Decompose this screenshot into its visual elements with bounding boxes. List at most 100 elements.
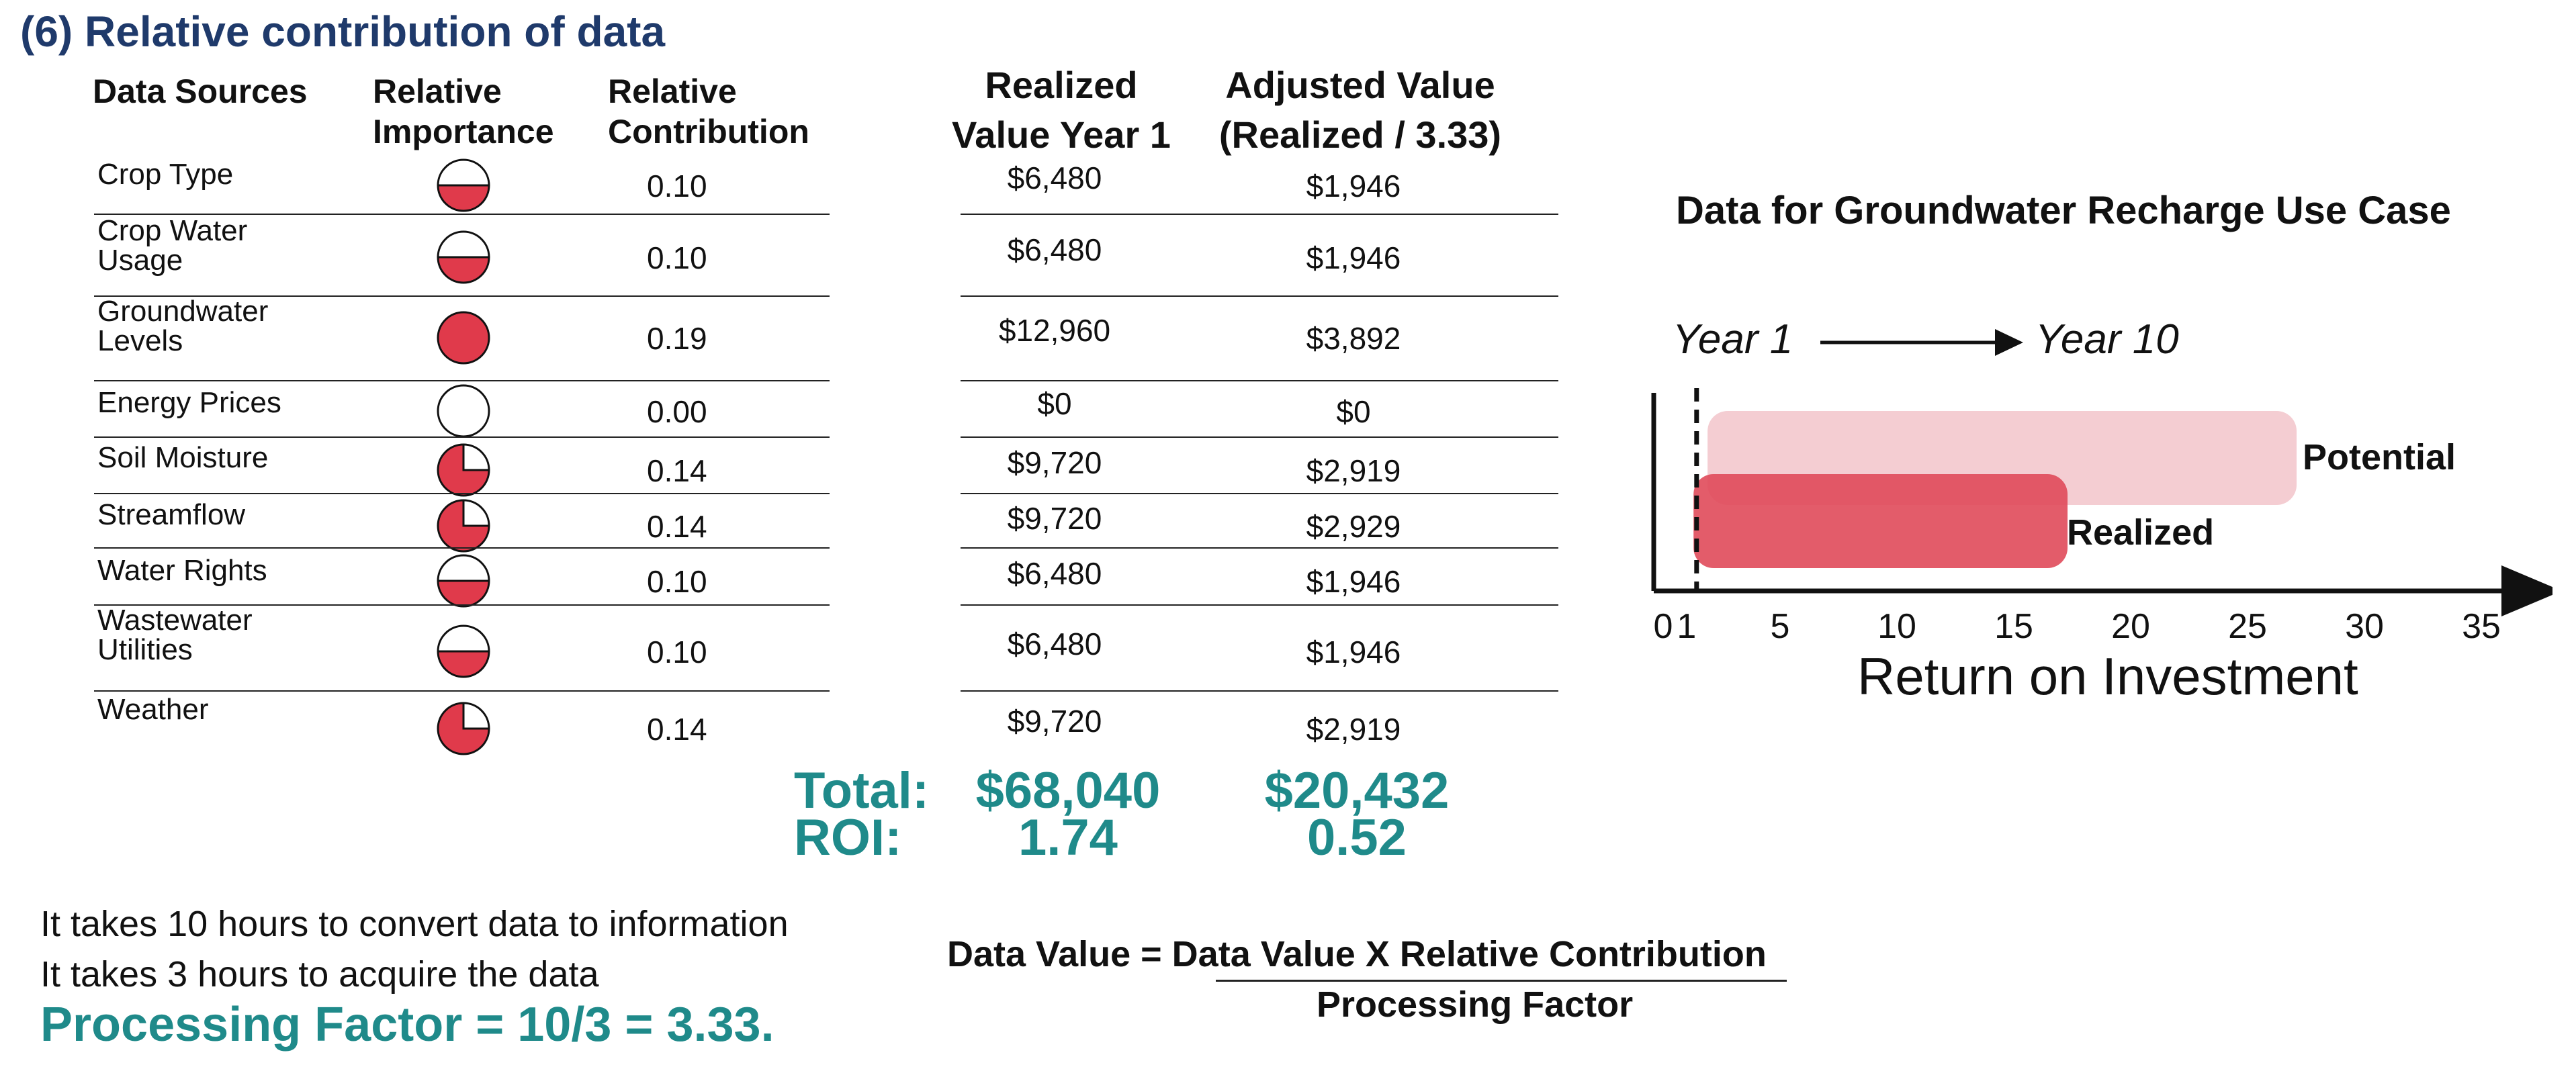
row-contribution: 0.19: [647, 321, 707, 356]
potential-label: Potential: [2303, 437, 2456, 477]
row-divider-left: [94, 493, 830, 494]
importance-pie-icon: [437, 624, 490, 678]
importance-pie-icon: [437, 384, 490, 438]
row-divider-right: [961, 436, 1558, 438]
header-realized-line2: Value Year 1: [952, 113, 1171, 156]
row-source-name: Wastewater Utilities: [97, 606, 253, 665]
x-tick-label: 1: [1677, 607, 1696, 646]
roi-chart: 0 1 5 10 15 20 25 30 35: [1651, 388, 2552, 646]
x-tick-label: 30: [2345, 607, 2384, 646]
header-realized-line1: Realized: [985, 64, 1138, 106]
header-adjusted-line1: Adjusted Value: [1225, 64, 1495, 106]
row-adjusted-value: $1,946: [1306, 635, 1401, 669]
row-source-name: Water Rights: [97, 556, 267, 586]
row-contribution: 0.10: [647, 564, 707, 599]
row-realized-value: $9,720: [1007, 704, 1102, 739]
row-realized-value: $0: [1037, 386, 1072, 421]
header-contribution-line2: Contribution: [608, 113, 809, 150]
row-adjusted-value: $2,919: [1306, 453, 1401, 488]
row-realized-value: $6,480: [1007, 232, 1102, 267]
row-realized-value: $6,480: [1007, 556, 1102, 591]
row-source-name-line: Levels: [97, 324, 183, 357]
row-adjusted-value: $3,892: [1306, 321, 1401, 356]
x-tick-label: 20: [2111, 607, 2150, 646]
row-adjusted-value: $1,946: [1306, 240, 1401, 275]
row-divider-left: [94, 295, 830, 297]
row-divider-left: [94, 547, 830, 549]
row-realized-value: $9,720: [1007, 501, 1102, 536]
row-contribution: 0.00: [647, 394, 707, 429]
row-divider-right: [961, 604, 1558, 606]
row-contribution: 0.14: [647, 509, 707, 544]
x-tick-label: 15: [1994, 607, 2033, 646]
importance-pie-icon: [437, 443, 490, 497]
total-label: Total:: [794, 762, 930, 819]
row-source-name: Soil Moisture: [97, 443, 268, 473]
realized-bar: [1693, 474, 2068, 568]
row-source-name-line: Crop Water: [97, 214, 248, 247]
row-source-name: Weather: [97, 695, 209, 725]
roi-label: ROI:: [794, 809, 902, 866]
row-realized-value: $9,720: [1007, 445, 1102, 480]
row-source-name-line: Utilities: [97, 633, 193, 666]
importance-pie-icon: [437, 554, 490, 608]
formula-fraction-bar: [1216, 980, 1787, 982]
row-contribution: 0.10: [647, 635, 707, 669]
row-divider-left: [94, 690, 830, 692]
row-realized-value: $12,960: [998, 313, 1111, 348]
year-arrow-icon: [1820, 329, 2023, 356]
row-source-name: Crop Water Usage: [97, 216, 247, 275]
importance-pie-icon: [437, 230, 490, 284]
header-relative-importance: Relative Importance: [373, 71, 554, 152]
year-start-label: Year 1: [1673, 316, 1793, 363]
row-source-name-line: Wastewater: [97, 604, 253, 637]
row-adjusted-value: $0: [1336, 394, 1371, 429]
row-source-name-line: Water Rights: [97, 554, 267, 587]
row-divider-right: [961, 547, 1558, 549]
year-end-label: Year 10: [2035, 316, 2179, 363]
row-contribution: 0.14: [647, 712, 707, 747]
importance-pie-icon: [437, 702, 490, 755]
row-source-name-line: Energy Prices: [97, 386, 281, 419]
row-divider-left: [94, 604, 830, 606]
processing-factor: Processing Factor = 10/3 = 3.33.: [40, 998, 774, 1052]
note-convert-hours: It takes 10 hours to convert data to inf…: [40, 904, 789, 944]
row-divider-right: [961, 690, 1558, 692]
x-tick-label: 10: [1877, 607, 1916, 646]
realized-label: Realized: [2067, 512, 2215, 553]
row-divider-right: [961, 493, 1558, 494]
importance-pie-icon: [437, 311, 490, 365]
row-source-name-line: Streamflow: [97, 498, 246, 531]
row-source-name: Energy Prices: [97, 388, 281, 418]
header-adjusted-value: Adjusted Value (Realized / 3.33): [1202, 60, 1518, 160]
note-acquire-hours: It takes 3 hours to acquire the data: [40, 954, 599, 994]
header-data-sources: Data Sources: [93, 73, 308, 110]
x-tick-label: 25: [2228, 607, 2267, 646]
formula-numerator: Data Value = Data Value X Relative Contr…: [947, 934, 1767, 974]
row-source-name-line: Crop Type: [97, 158, 234, 191]
row-source-name: Crop Type: [97, 160, 233, 189]
row-source-name-line: Weather: [97, 693, 209, 726]
adjusted-roi: 0.52: [1307, 809, 1407, 866]
row-adjusted-value: $1,946: [1306, 169, 1401, 203]
header-importance-line1: Relative: [373, 73, 502, 110]
row-adjusted-value: $2,919: [1306, 712, 1401, 747]
row-contribution: 0.10: [647, 169, 707, 203]
row-source-name-line: Groundwater: [97, 295, 269, 328]
header-realized-value: Realized Value Year 1: [950, 60, 1172, 160]
row-divider-left: [94, 436, 830, 438]
row-contribution: 0.10: [647, 240, 707, 275]
row-source-name-line: Usage: [97, 244, 183, 277]
x-axis-arrow-icon: [2501, 565, 2552, 616]
importance-pie-icon: [437, 499, 490, 553]
adjusted-total: $20,432: [1264, 762, 1450, 819]
row-source-name-line: Soil Moisture: [97, 441, 269, 474]
x-tick-label: 35: [2462, 607, 2501, 646]
row-source-name: Groundwater Levels: [97, 297, 268, 356]
header-adjusted-line2: (Realized / 3.33): [1218, 113, 1502, 156]
row-realized-value: $6,480: [1007, 160, 1102, 195]
row-realized-value: $6,480: [1007, 627, 1102, 661]
header-relative-contribution: Relative Contribution: [608, 71, 809, 152]
x-tick-label: 5: [1771, 607, 1790, 646]
header-importance-line2: Importance: [373, 113, 554, 150]
